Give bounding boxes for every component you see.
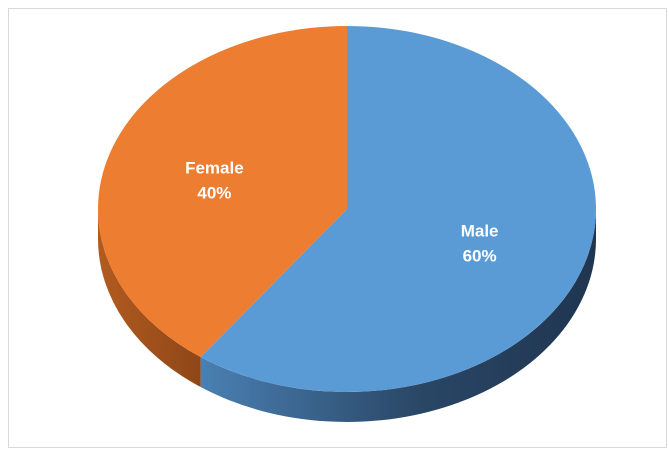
pie-percent-female: 40% [197, 183, 231, 202]
pie-chart: Male 60% Female 40% [98, 26, 596, 422]
pie-percent-male: 60% [463, 247, 497, 266]
pie-label-male: Male [461, 222, 499, 241]
pie-side-male [200, 209, 596, 422]
pie-slice-female [98, 26, 347, 358]
pie-label-female: Female [185, 158, 244, 177]
pie-side-female [98, 209, 201, 388]
pie-slice-male [200, 26, 596, 393]
chart-frame: Male 60% Female 40% [8, 8, 667, 448]
